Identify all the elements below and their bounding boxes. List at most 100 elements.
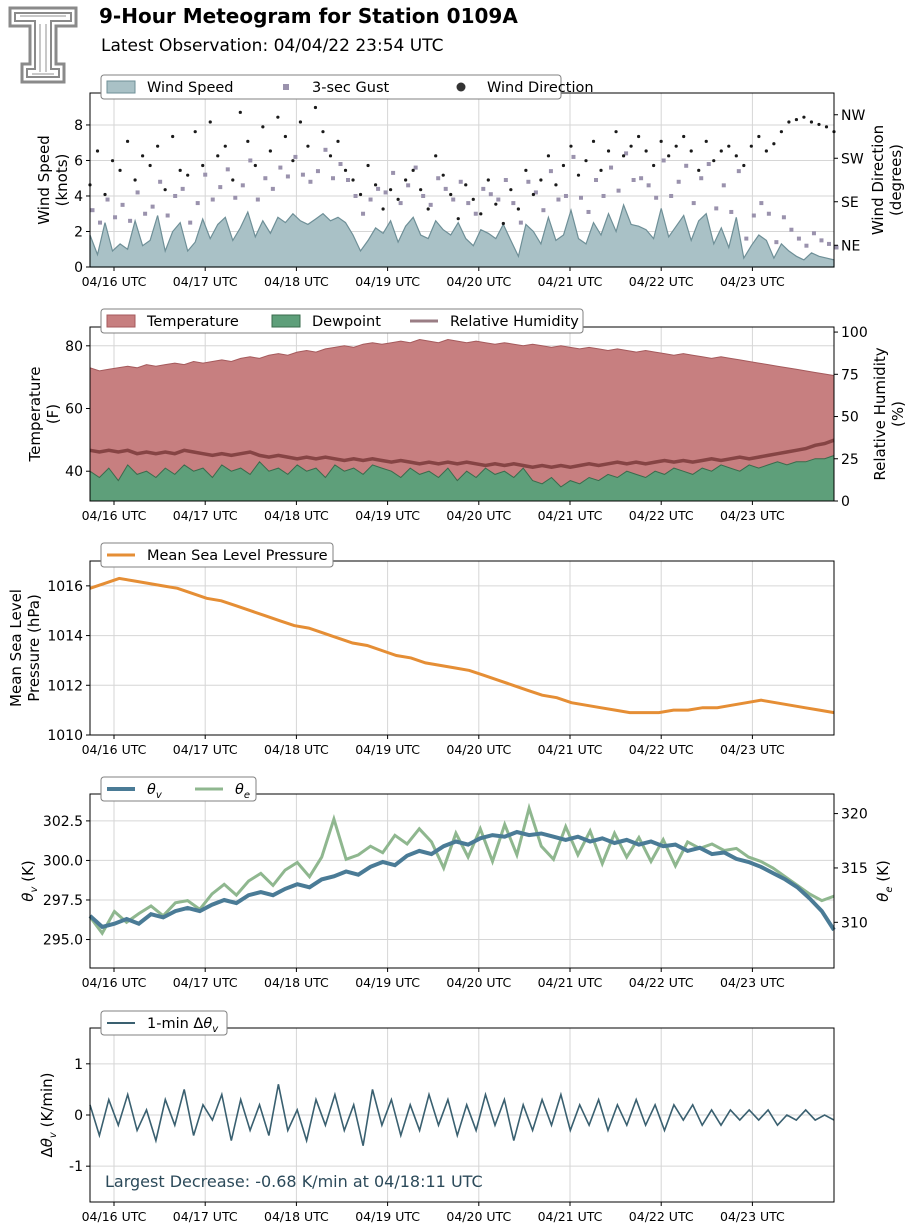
gust-point <box>165 213 170 218</box>
gust-point <box>526 179 531 184</box>
x-tick-label: 04/19 UTC <box>355 274 420 289</box>
direction-point <box>171 134 175 139</box>
gust-point <box>676 179 681 184</box>
x-tick-label: 04/16 UTC <box>82 975 147 990</box>
y-axis-label-line-1: (F) <box>44 404 62 424</box>
legend-item: θe <box>195 782 250 801</box>
direction-point <box>426 207 430 211</box>
direction-point <box>216 154 220 158</box>
gust-point <box>804 243 809 248</box>
legend-swatch <box>106 80 136 94</box>
direction-point <box>764 149 768 153</box>
y-axis-label: Mean Sea Level Pressure (hPa) <box>7 589 43 707</box>
gust-point <box>158 179 163 184</box>
direction-point <box>599 168 603 172</box>
direction-point <box>824 125 829 129</box>
y-tick-label: 295.0 <box>43 933 83 949</box>
gust-point <box>616 188 621 193</box>
legend-label: Dewpoint <box>312 314 381 330</box>
y2-tick-label: 310 <box>841 915 868 931</box>
legend-label: Relative Humidity <box>450 314 579 330</box>
chart-dtheta: 04/16 UTC 04/17 UTC 04/18 UTC 04/19 UTC 04/2… <box>38 1010 835 1224</box>
y-tick-label: 1012 <box>47 678 83 694</box>
gust-point <box>210 197 215 202</box>
direction-point <box>328 154 333 158</box>
direction-point <box>757 134 761 139</box>
gust-point <box>563 193 568 198</box>
series-theta-v <box>88 829 836 932</box>
x-tick-label: 04/21 UTC <box>538 742 603 757</box>
gust-point <box>624 151 629 156</box>
gust-point <box>578 195 583 200</box>
y-axis-label: Wind Speed (knots) <box>35 135 71 225</box>
direction-point <box>193 130 197 134</box>
gust-point <box>609 165 614 170</box>
direction-point <box>201 163 205 168</box>
direction-point <box>396 197 400 201</box>
direction-point <box>163 188 167 192</box>
gust-point <box>293 154 298 159</box>
legend-label: θe <box>235 782 250 801</box>
legend-item: θv <box>107 782 163 801</box>
largest-decrease-annotation: Largest Decrease: -0.68 K/min at 04/18:1… <box>105 1172 483 1191</box>
gust-point <box>533 190 538 195</box>
y2-tick-label: NW <box>841 108 865 124</box>
gust-point <box>90 208 95 213</box>
direction-point <box>276 115 280 119</box>
gust-point <box>421 193 426 198</box>
gust-point <box>661 158 666 163</box>
y2-axis-label: Wind Direction (degrees) <box>869 125 905 235</box>
x-tick-label: 04/16 UTC <box>82 274 147 289</box>
direction-point <box>313 105 318 110</box>
y2-axis-label-line-1: (%) <box>889 401 907 427</box>
y2-tick-label: 320 <box>841 807 868 823</box>
direction-point <box>186 173 190 177</box>
legend-swatch <box>456 82 466 92</box>
y2-axis-label-line-1: (degrees) <box>887 144 905 216</box>
direction-point <box>464 183 468 187</box>
direction-point <box>652 163 656 168</box>
direction-point <box>283 134 287 139</box>
gust-point <box>406 183 411 188</box>
x-tick-label: 04/20 UTC <box>446 274 511 289</box>
gust-point <box>263 176 268 181</box>
plot-area-theta: 04/16 UTC 04/17 UTC 04/18 UTC 04/19 UTC 04/2… <box>43 793 836 990</box>
gust-point <box>361 211 366 216</box>
direction-point <box>156 144 160 148</box>
direction-point <box>787 120 791 124</box>
x-tick-label: 04/17 UTC <box>173 508 238 523</box>
x-tick-label: 04/23 UTC <box>720 975 785 990</box>
gust-point <box>143 211 148 216</box>
legend-item: Temperature <box>106 314 239 330</box>
legend-label: 3-sec Gust <box>312 80 389 96</box>
gust-point <box>819 238 824 243</box>
gust-point <box>300 172 305 177</box>
gust-point <box>180 186 185 191</box>
y2-tick-label: 50 <box>841 410 859 426</box>
y-axis-label: Temperature (F) <box>26 366 62 462</box>
gust-point <box>826 241 831 246</box>
gust-point <box>255 197 260 202</box>
gust-point <box>135 190 140 195</box>
legend-label: 1-min Δθv <box>147 1016 219 1035</box>
direction-point <box>95 149 100 153</box>
legend-swatch <box>283 84 289 90</box>
x-tick-label: 04/21 UTC <box>538 274 603 289</box>
series-pressure <box>89 576 835 715</box>
plot-area-wind: 04/16 UTC 04/17 UTC 04/18 UTC 04/19 UTC 04/2… <box>74 92 839 289</box>
y-tick-label: 2 <box>74 224 83 240</box>
direction-point <box>456 217 460 221</box>
y-tick-label: 60 <box>65 402 83 418</box>
plot-area-thermo: 04/16 UTC 04/17 UTC 04/18 UTC 04/19 UTC 04/2… <box>65 326 835 523</box>
y2-tick-label: 25 <box>841 452 859 468</box>
gust-point <box>571 154 576 159</box>
chart-theta: 04/16 UTC 04/17 UTC 04/18 UTC 04/19 UTC 04/2… <box>19 776 895 990</box>
gust-point <box>548 169 553 174</box>
gust-point <box>323 147 328 152</box>
page-title: 9-Hour Meteogram for Station 0109A <box>99 4 518 28</box>
gust-point <box>105 197 110 202</box>
gust-point <box>729 209 734 214</box>
x-tick-label: 04/17 UTC <box>173 742 238 757</box>
y2-axis-label-line-0: Wind Direction <box>869 125 887 235</box>
direction-point <box>110 159 115 163</box>
